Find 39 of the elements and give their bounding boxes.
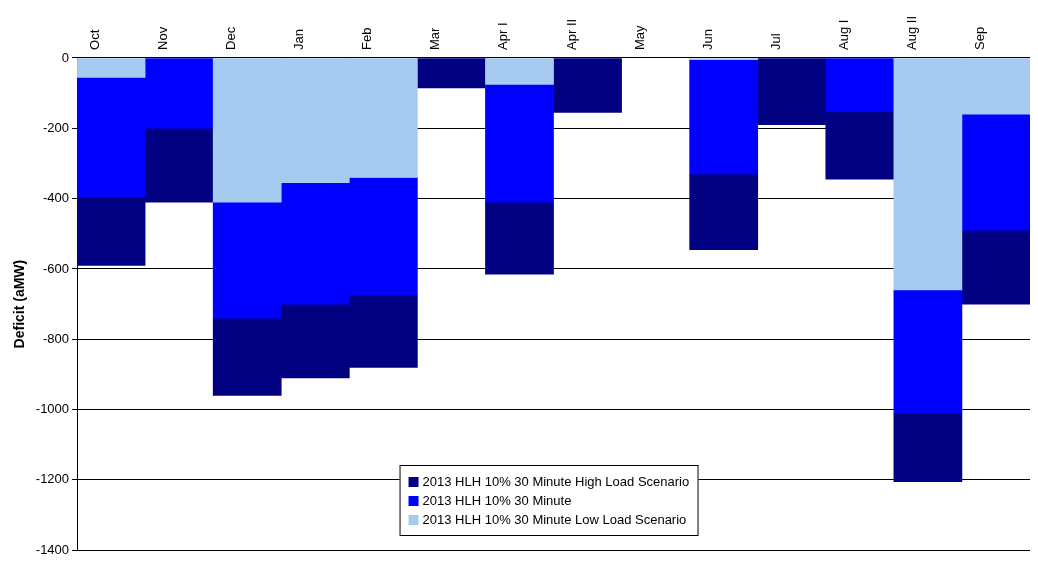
y-axis-title: Deficit (aMW) <box>11 259 28 349</box>
x-tick-label: Apr I <box>495 22 511 50</box>
bar <box>961 229 1030 305</box>
bar <box>689 59 759 175</box>
x-tick-label: Aug II <box>903 16 919 50</box>
y-tick-label: -600 <box>43 260 70 276</box>
bar <box>893 289 963 414</box>
y-tick-label: 0 <box>61 49 70 65</box>
legend-label: 2013 HLH 10% 30 Minute Low Load Scenario <box>422 512 687 527</box>
x-tick-label: Oct <box>87 29 103 50</box>
bar <box>417 58 486 89</box>
bar <box>961 113 1030 231</box>
bar <box>825 58 895 113</box>
bar <box>553 58 622 113</box>
y-tick-label: -1000 <box>35 401 70 417</box>
legend-label: 2013 HLH 10% 30 Minute <box>422 493 572 508</box>
y-tick-label: -1400 <box>35 541 70 557</box>
y-tick-label: -800 <box>43 330 70 346</box>
bar <box>485 201 554 275</box>
x-tick-label: Sep <box>971 26 987 50</box>
x-tick-label: Jun <box>699 29 715 50</box>
y-tick-label: -200 <box>43 119 70 135</box>
x-tick-label: May <box>631 24 647 50</box>
bar <box>485 58 554 85</box>
y-tick-label: -400 <box>43 190 70 206</box>
x-tick-label: Aug I <box>835 19 851 50</box>
legend-label: 2013 HLH 10% 30 Minute High Load Scenario <box>422 474 690 489</box>
bar <box>77 58 146 78</box>
x-tick-label: Jan <box>291 29 307 50</box>
bar <box>893 412 963 482</box>
bar <box>485 84 554 203</box>
x-tick-label: Feb <box>359 27 375 50</box>
x-tick-label: Jul <box>767 33 783 50</box>
y-tick-label: -1200 <box>35 471 70 487</box>
x-tick-label: Dec <box>223 26 239 50</box>
x-tick-label: Mar <box>427 26 443 50</box>
x-tick-label: Apr II <box>563 18 579 50</box>
x-tick-label: Nov <box>155 26 171 50</box>
bar <box>689 173 759 250</box>
